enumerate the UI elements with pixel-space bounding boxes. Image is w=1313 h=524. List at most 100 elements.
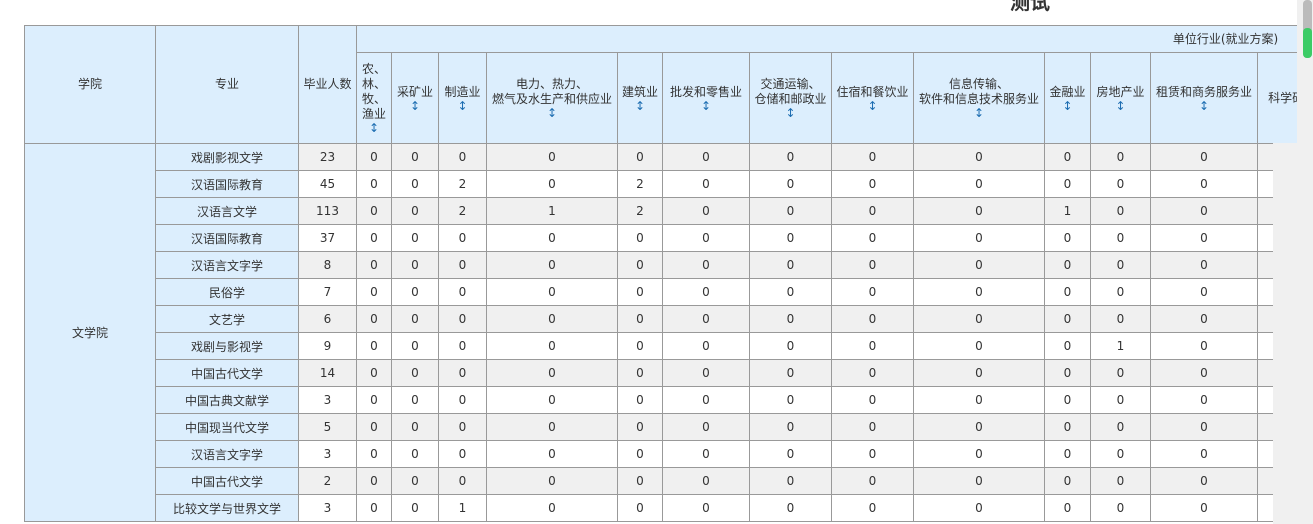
header-industry[interactable]: 电力、热力、 燃气及水生产和供应业 ↕ <box>486 52 618 144</box>
sort-updown-icon[interactable]: ↕ <box>700 98 712 113</box>
industry-count-cell: 0 <box>1150 170 1258 198</box>
major-cell: 民俗学 <box>155 278 299 306</box>
industry-count-cell: 0 <box>356 413 392 441</box>
industry-count-cell: 0 <box>913 224 1045 252</box>
industry-count-cell: 0 <box>662 413 750 441</box>
sort-updown-icon[interactable]: ↕ <box>973 106 985 120</box>
sort-updown-icon[interactable]: ↕ <box>1062 98 1073 113</box>
table-row: 汉语言文字学 8 0 0 0 0 0 0 0 0 0 0 0 0 <box>25 251 1297 279</box>
header-industry-label: 租赁和商务服务业 <box>1155 84 1252 99</box>
industry-count-cell: 0 <box>486 467 618 495</box>
industry-count-cell: 0 <box>486 413 618 441</box>
header-industry[interactable]: 住宿和餐饮业 ↕ <box>831 52 914 144</box>
industry-count-cell: 0 <box>831 359 914 387</box>
industry-count-cell: 0 <box>831 197 914 225</box>
header-industry-label: 住宿和餐饮业 <box>836 84 909 99</box>
industry-count-cell: 0 <box>391 440 439 468</box>
major-cell: 汉语言文学 <box>155 197 299 225</box>
industry-count-cell: 0 <box>1150 440 1258 468</box>
industry-count-cell: 0 <box>1150 494 1258 522</box>
industry-count-cell: 0 <box>1090 305 1151 333</box>
industry-count-cell: 0 <box>749 224 832 252</box>
header-industry[interactable]: 批发和零售业 ↕ <box>662 52 750 144</box>
industry-count-cell: 0 <box>1090 413 1151 441</box>
industry-count-cell: 0 <box>486 494 618 522</box>
industry-count-cell: 0 <box>356 359 392 387</box>
industry-count-cell: 0 <box>486 332 618 360</box>
sort-updown-icon[interactable]: ↕ <box>785 106 796 120</box>
header-industry[interactable]: 采矿业 ↕ <box>391 52 439 144</box>
table-row: 汉语国际教育 45 0 0 2 0 2 0 0 0 0 0 0 0 <box>25 170 1297 198</box>
graduates-cell: 37 <box>298 224 357 252</box>
industry-count-cell: 0 <box>831 278 914 306</box>
table-row: 汉语言文学 113 0 0 2 1 2 0 0 0 0 1 0 0 <box>25 197 1297 225</box>
industry-count-cell: 0 <box>617 332 663 360</box>
industry-count-cell: 0 <box>749 467 832 495</box>
industry-count-cell: 0 <box>1090 440 1151 468</box>
header-graduates: 毕业人数 <box>298 25 357 144</box>
table-row: 汉语言文字学 3 0 0 0 0 0 0 0 0 0 0 0 0 <box>25 440 1297 468</box>
industry-count-cell: 0 <box>831 332 914 360</box>
sort-updown-icon[interactable]: ↕ <box>1198 98 1210 113</box>
vertical-scrollbar[interactable] <box>1297 0 1313 524</box>
industry-count-cell: 0 <box>1090 467 1151 495</box>
industry-count-cell: 0 <box>617 251 663 279</box>
college-cell: 文学院 <box>24 143 156 522</box>
major-cell: 汉语国际教育 <box>155 170 299 198</box>
industry-count-cell: 0 <box>1090 170 1151 198</box>
sort-updown-icon[interactable]: ↕ <box>368 121 380 135</box>
industry-count-cell: 0 <box>391 143 439 171</box>
header-industry[interactable]: 租赁和商务服务业 ↕ <box>1150 52 1258 144</box>
sort-updown-icon[interactable]: ↕ <box>634 98 646 113</box>
table-row: 中国古代文学 2 0 0 0 0 0 0 0 0 0 0 0 0 <box>25 467 1297 495</box>
industry-count-cell: 0 <box>391 467 439 495</box>
header-industry[interactable]: 制造业 ↕ <box>438 52 487 144</box>
major-cell: 比较文学与世界文学 <box>155 494 299 522</box>
industry-count-cell: 0 <box>486 251 618 279</box>
sort-updown-icon[interactable]: ↕ <box>867 98 878 113</box>
header-industry[interactable]: 房地产业 ↕ <box>1090 52 1151 144</box>
industry-count-cell: 0 <box>1150 467 1258 495</box>
industry-count-cell: 0 <box>1044 143 1091 171</box>
industry-count-cell: 0 <box>913 467 1045 495</box>
industry-count-cell: 0 <box>831 494 914 522</box>
header-industry[interactable]: 交通运输、 仓储和邮政业 ↕ <box>749 52 832 144</box>
header-industry[interactable]: 信息传输、 软件和信息技术服务业 ↕ <box>913 52 1045 144</box>
scrollbar-thumb[interactable] <box>1303 28 1312 58</box>
industry-count-cell: 0 <box>749 359 832 387</box>
industry-count-cell: 0 <box>662 440 750 468</box>
graduates-cell: 7 <box>298 278 357 306</box>
industry-count-cell: 2 <box>617 170 663 198</box>
industry-count-cell: 0 <box>617 143 663 171</box>
industry-count-cell: 0 <box>1090 386 1151 414</box>
industry-count-cell: 0 <box>438 305 487 333</box>
header-industry[interactable]: 农、 林、 牧、 渔业 ↕ <box>356 52 392 144</box>
industry-count-cell: 0 <box>913 143 1045 171</box>
employment-table-container: 学院 专业 毕业人数 单位行业(就业方案) 农、 林、 牧、 渔业 ↕ 采矿业 ↕ 制造业 ↕ 电… <box>24 25 1297 524</box>
sort-updown-icon[interactable]: ↕ <box>409 98 421 113</box>
industry-count-cell: 0 <box>356 440 392 468</box>
header-industry-label: 金融业 <box>1049 84 1086 99</box>
header-industry-label: 制造业 <box>444 84 481 99</box>
industry-count-cell: 0 <box>391 197 439 225</box>
industry-count-cell: 0 <box>913 278 1045 306</box>
sort-updown-icon[interactable]: ↕ <box>1115 98 1126 113</box>
graduates-cell: 2 <box>298 467 357 495</box>
industry-count-cell: 2 <box>438 170 487 198</box>
header-industry-label: 房地产业 <box>1096 84 1145 99</box>
header-industry[interactable]: 建筑业 ↕ <box>617 52 663 144</box>
header-industry[interactable]: 金融业 ↕ <box>1044 52 1091 144</box>
industry-count-cell: 0 <box>749 170 832 198</box>
industry-count-cell: 0 <box>1044 305 1091 333</box>
industry-count-cell: 0 <box>913 305 1045 333</box>
header-industry-group: 单位行业(就业方案) <box>355 25 1297 53</box>
header-industry-label: 软件和信息技术服务业 <box>918 92 1039 106</box>
header-college: 学院 <box>24 25 156 144</box>
industry-count-cell: 0 <box>617 305 663 333</box>
table-row: 中国古典文献学 3 0 0 0 0 0 0 0 0 0 0 0 0 <box>25 386 1297 414</box>
sort-updown-icon[interactable]: ↕ <box>457 98 468 113</box>
industry-count-cell: 0 <box>391 305 439 333</box>
sort-updown-icon[interactable]: ↕ <box>546 106 558 120</box>
industry-count-cell: 0 <box>391 494 439 522</box>
industry-count-cell: 0 <box>486 359 618 387</box>
